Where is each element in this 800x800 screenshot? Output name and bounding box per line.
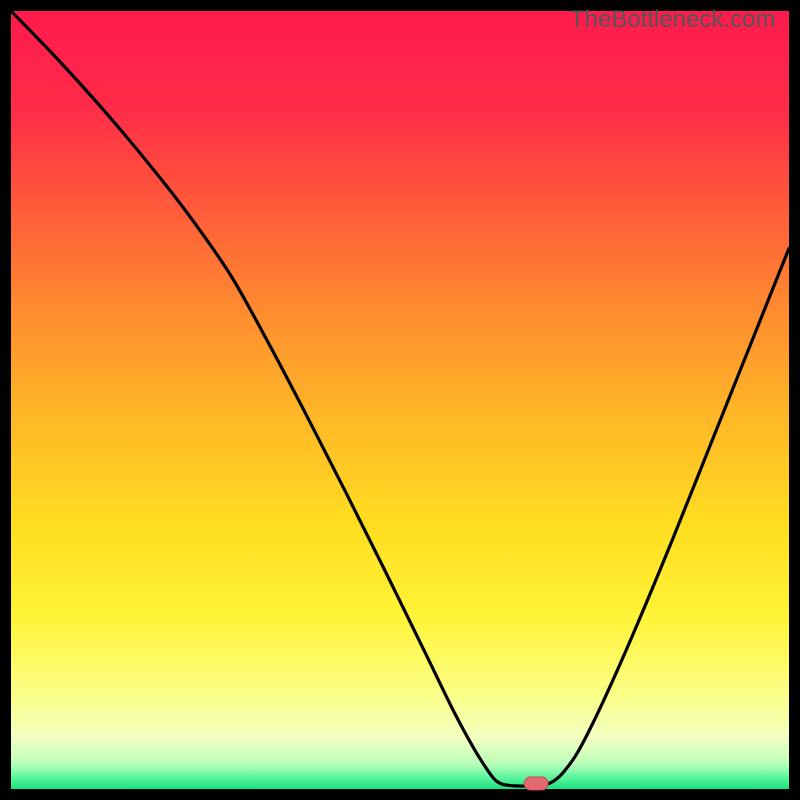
gradient-background <box>11 11 789 789</box>
chart-svg <box>0 0 800 800</box>
optimal-point-marker <box>524 777 548 790</box>
chart-stage: TheBottleneck.com <box>0 0 800 800</box>
